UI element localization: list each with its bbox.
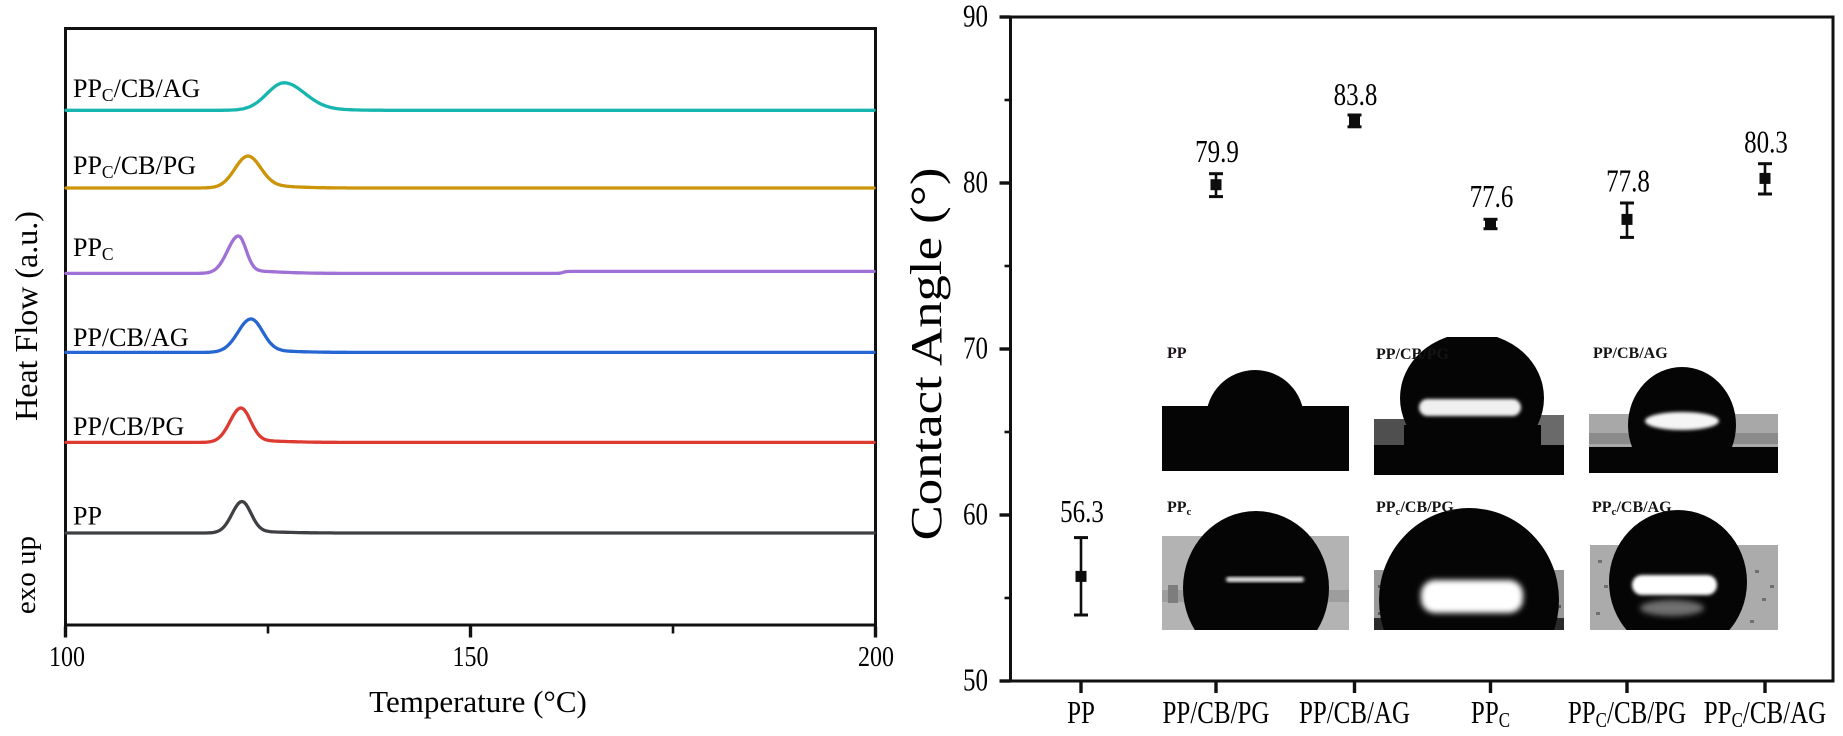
svg-text:PP/CB/PG: PP/CB/PG — [1163, 696, 1270, 730]
svg-text:exo up: exo up — [10, 536, 42, 614]
svg-text:50: 50 — [963, 664, 988, 698]
svg-text:PPc/CB/PG: PPc/CB/PG — [1376, 499, 1454, 518]
svg-text:100: 100 — [49, 641, 85, 672]
svg-text:56.3: 56.3 — [1060, 495, 1104, 529]
svg-text:PPc: PPc — [1167, 499, 1192, 518]
svg-text:90: 90 — [963, 0, 988, 34]
svg-text:PP/CB/AG: PP/CB/AG — [1299, 696, 1410, 730]
svg-text:150: 150 — [453, 641, 489, 672]
svg-text:77.6: 77.6 — [1470, 180, 1514, 214]
svg-text:Heat Flow (a.u.): Heat Flow (a.u.) — [8, 211, 44, 421]
svg-text:80: 80 — [963, 166, 988, 200]
svg-text:PP: PP — [1067, 696, 1095, 730]
svg-text:PP: PP — [73, 502, 102, 531]
svg-text:200: 200 — [858, 641, 894, 672]
svg-text:77.8: 77.8 — [1606, 165, 1650, 199]
svg-text:60: 60 — [963, 498, 988, 532]
svg-text:80.3: 80.3 — [1744, 126, 1788, 160]
svg-text:PPC/CB/AG: PPC/CB/AG — [1704, 696, 1826, 732]
svg-text:PP/CB/PG: PP/CB/PG — [1376, 346, 1449, 363]
svg-text:Temperature (°C): Temperature (°C) — [369, 684, 587, 719]
svg-text:Contact Angle (°): Contact Angle (°) — [902, 168, 951, 541]
svg-text:PPC/CB/PG: PPC/CB/PG — [73, 151, 196, 182]
svg-text:83.8: 83.8 — [1334, 78, 1378, 112]
svg-text:PP/CB/PG: PP/CB/PG — [73, 412, 184, 441]
svg-text:PPC/CB/PG: PPC/CB/PG — [1568, 696, 1686, 732]
svg-text:PP/CB/AG: PP/CB/AG — [73, 323, 189, 352]
svg-text:PPc/CB/AG: PPc/CB/AG — [1592, 499, 1672, 518]
svg-text:PP/CB/AG: PP/CB/AG — [1593, 345, 1668, 362]
svg-text:PPC/CB/AG: PPC/CB/AG — [73, 74, 200, 105]
svg-text:PP: PP — [1167, 345, 1187, 362]
svg-text:70: 70 — [963, 332, 988, 366]
svg-text:79.9: 79.9 — [1195, 135, 1239, 169]
